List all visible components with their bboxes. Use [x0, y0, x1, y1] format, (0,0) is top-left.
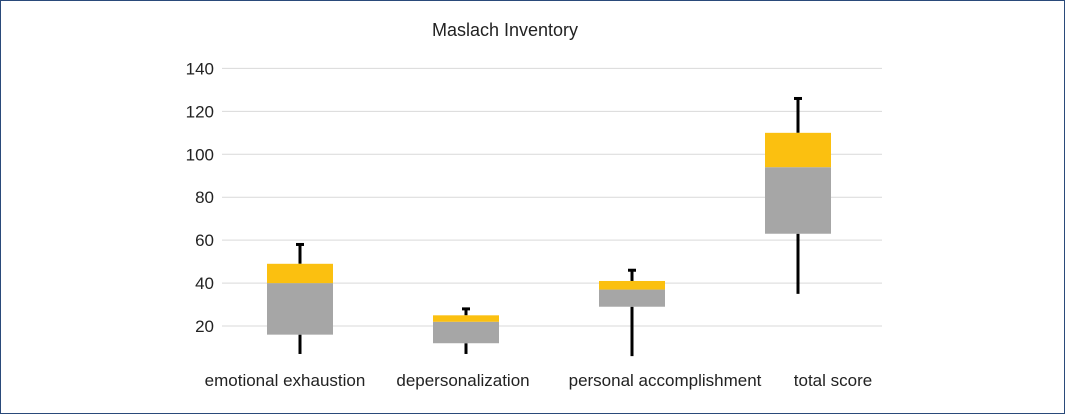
y-tick-label: 120: [186, 102, 214, 121]
upper-quartile-box: [599, 280, 665, 290]
lower-quartile-box: [267, 283, 333, 335]
lower-quartile-box: [433, 321, 499, 344]
box-1: [267, 242, 333, 354]
box-2: [433, 307, 499, 354]
upper-quartile-box: [765, 132, 831, 168]
upper-quartile-box: [267, 263, 333, 284]
boxes: [267, 96, 831, 357]
box-3: [599, 268, 665, 357]
chart-title: Maslach Inventory: [432, 20, 578, 40]
y-tick-label: 140: [186, 59, 214, 78]
y-tick-label: 40: [195, 274, 214, 293]
y-tick-label: 80: [195, 188, 214, 207]
x-category-label: total score: [794, 371, 872, 390]
x-category-label: depersonalization: [396, 371, 529, 390]
y-axis-ticks: 20 40 60 80 100 120 140: [186, 59, 214, 336]
y-tick-label: 20: [195, 317, 214, 336]
box-4: [765, 96, 831, 294]
upper-quartile-box: [433, 315, 499, 322]
lower-quartile-box: [599, 289, 665, 307]
x-axis-categories: emotional exhaustion depersonalization per…: [205, 371, 873, 390]
x-category-label: emotional exhaustion: [205, 371, 366, 390]
x-category-label: personal accomplishment: [569, 371, 762, 390]
y-tick-label: 60: [195, 231, 214, 250]
lower-quartile-box: [765, 167, 831, 234]
y-tick-label: 100: [186, 145, 214, 164]
